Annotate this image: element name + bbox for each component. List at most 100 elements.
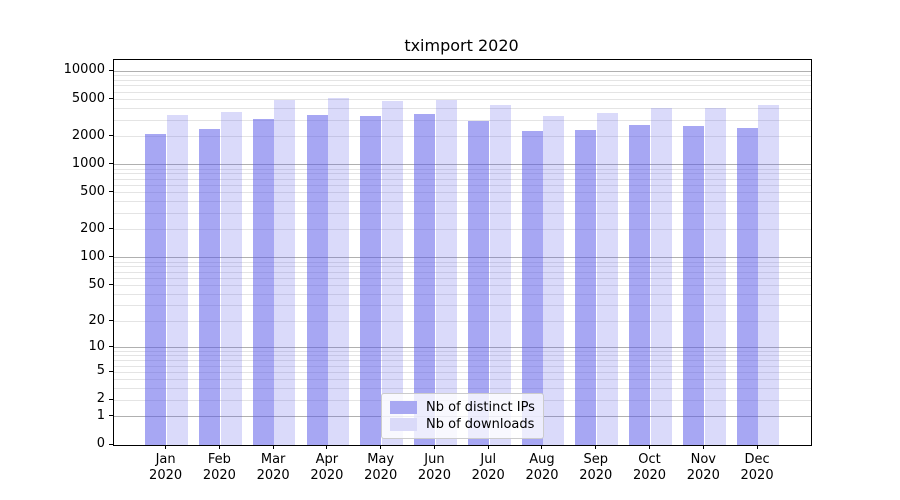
- legend-item-nb-of-distinct-ips: Nb of distinct IPs: [390, 399, 535, 416]
- x-tick-mark: [165, 445, 167, 449]
- chart-title: tximport 2020: [404, 36, 519, 55]
- minor-gridline: [114, 293, 811, 295]
- minor-gridline: [114, 184, 811, 186]
- x-tick-mark: [218, 445, 220, 449]
- y-tick-label: 1000: [71, 155, 105, 171]
- legend-swatch-icon: [390, 418, 417, 431]
- minor-gridline: [114, 108, 811, 110]
- y-tick-mark: [109, 284, 113, 285]
- x-tick-label-jun: Jun 2020: [417, 452, 451, 483]
- y-tick-mark: [109, 398, 113, 400]
- x-tick-label-may: May 2020: [364, 452, 398, 483]
- bar-nb-of-distinct-ips-jan: [145, 134, 167, 445]
- bar-nb-of-downloads-may: [381, 101, 403, 445]
- x-tick-label-mar: Mar 2020: [256, 452, 290, 483]
- y-tick-mark: [109, 191, 113, 193]
- y-tick-label: 200: [80, 220, 105, 236]
- bar-nb-of-distinct-ips-jun: [414, 114, 436, 445]
- y-tick-mark: [109, 98, 113, 99]
- x-tick-label-dec: Dec 2020: [740, 452, 774, 483]
- minor-gridline: [114, 285, 811, 286]
- minor-gridline: [114, 213, 811, 214]
- x-tick-mark: [595, 445, 597, 449]
- bar-nb-of-distinct-ips-mar: [252, 118, 274, 445]
- bar-nb-of-distinct-ips-feb: [199, 129, 221, 445]
- y-tick-label: 500: [80, 183, 105, 199]
- bar-nb-of-distinct-ips-may: [360, 115, 382, 445]
- bar-nb-of-distinct-ips-apr: [306, 114, 328, 445]
- x-tick-mark: [433, 445, 435, 449]
- bar-nb-of-distinct-ips-oct: [629, 125, 651, 445]
- minor-gridline: [114, 91, 811, 93]
- y-tick-mark: [109, 163, 113, 165]
- x-tick-label-nov: Nov 2020: [686, 452, 720, 483]
- bar-nb-of-downloads-aug: [543, 115, 565, 445]
- x-tick-label-feb: Feb 2020: [202, 452, 236, 483]
- x-tick-mark: [649, 445, 651, 449]
- y-tick-mark: [109, 256, 113, 258]
- plot-area: Nb of distinct IPs Nb of downloads: [113, 59, 812, 446]
- x-tick-mark: [487, 445, 489, 449]
- y-tick-mark: [109, 228, 113, 230]
- minor-gridline: [114, 79, 811, 81]
- x-tick-label-jul: Jul 2020: [471, 452, 505, 483]
- bar-nb-of-downloads-jan: [166, 114, 188, 445]
- minor-gridline: [114, 192, 811, 194]
- minor-gridline: [114, 85, 811, 87]
- y-tick-label: 1: [96, 407, 105, 423]
- x-tick-mark: [702, 445, 704, 449]
- y-tick-label: 50: [88, 276, 105, 292]
- x-tick-mark: [272, 445, 274, 449]
- bar-nb-of-downloads-nov: [704, 107, 726, 445]
- minor-gridline: [114, 321, 811, 322]
- minor-gridline: [114, 266, 811, 268]
- x-tick-mark: [380, 445, 382, 449]
- bar-nb-of-downloads-mar: [274, 100, 296, 445]
- legend: Nb of distinct IPs Nb of downloads: [381, 393, 544, 439]
- minor-gridline: [114, 136, 811, 138]
- bar-nb-of-distinct-ips-dec: [736, 127, 758, 445]
- bar-nb-of-distinct-ips-sep: [575, 129, 597, 445]
- x-tick-label-apr: Apr 2020: [310, 452, 344, 483]
- y-tick-mark: [109, 69, 113, 71]
- bar-nb-of-distinct-ips-aug: [521, 130, 543, 445]
- minor-gridline: [114, 360, 811, 362]
- minor-gridline: [114, 261, 811, 263]
- minor-gridline: [114, 229, 811, 231]
- minor-gridline: [114, 355, 811, 357]
- y-tick-label: 0: [96, 436, 105, 451]
- bar-nb-of-downloads-dec: [758, 105, 780, 445]
- y-tick-label: 2000: [71, 127, 105, 143]
- x-tick-mark: [326, 445, 328, 449]
- y-tick-label: 10: [88, 338, 105, 354]
- y-tick-mark: [109, 346, 113, 348]
- major-gridline: [114, 70, 811, 72]
- minor-gridline: [114, 388, 811, 390]
- minor-gridline: [114, 173, 811, 175]
- minor-gridline: [114, 371, 811, 373]
- minor-gridline: [114, 119, 811, 121]
- bar-nb-of-downloads-jun: [435, 99, 457, 445]
- minor-gridline: [114, 201, 811, 203]
- y-tick-label: 20: [88, 312, 105, 328]
- y-tick-mark: [109, 320, 113, 321]
- bar-nb-of-downloads-oct: [650, 108, 672, 445]
- major-gridline: [114, 347, 811, 349]
- bar-nb-of-downloads-feb: [220, 112, 242, 445]
- legend-item-nb-of-downloads: Nb of downloads: [390, 416, 535, 433]
- x-tick-label-oct: Oct 2020: [632, 452, 667, 483]
- y-tick-mark: [109, 443, 113, 445]
- y-tick-mark: [109, 415, 113, 417]
- bar-nb-of-distinct-ips-jul: [467, 120, 489, 445]
- minor-gridline: [114, 277, 811, 279]
- y-tick-label: 100: [80, 248, 105, 264]
- minor-gridline: [114, 305, 811, 307]
- bar-nb-of-downloads-apr: [328, 97, 350, 445]
- x-tick-label-aug: Aug 2020: [525, 452, 559, 483]
- legend-swatch-icon: [390, 401, 417, 414]
- x-tick-mark: [756, 445, 758, 449]
- minor-gridline: [114, 365, 811, 367]
- major-gridline: [114, 164, 811, 166]
- major-gridline: [114, 257, 811, 259]
- bar-nb-of-downloads-jul: [489, 104, 511, 445]
